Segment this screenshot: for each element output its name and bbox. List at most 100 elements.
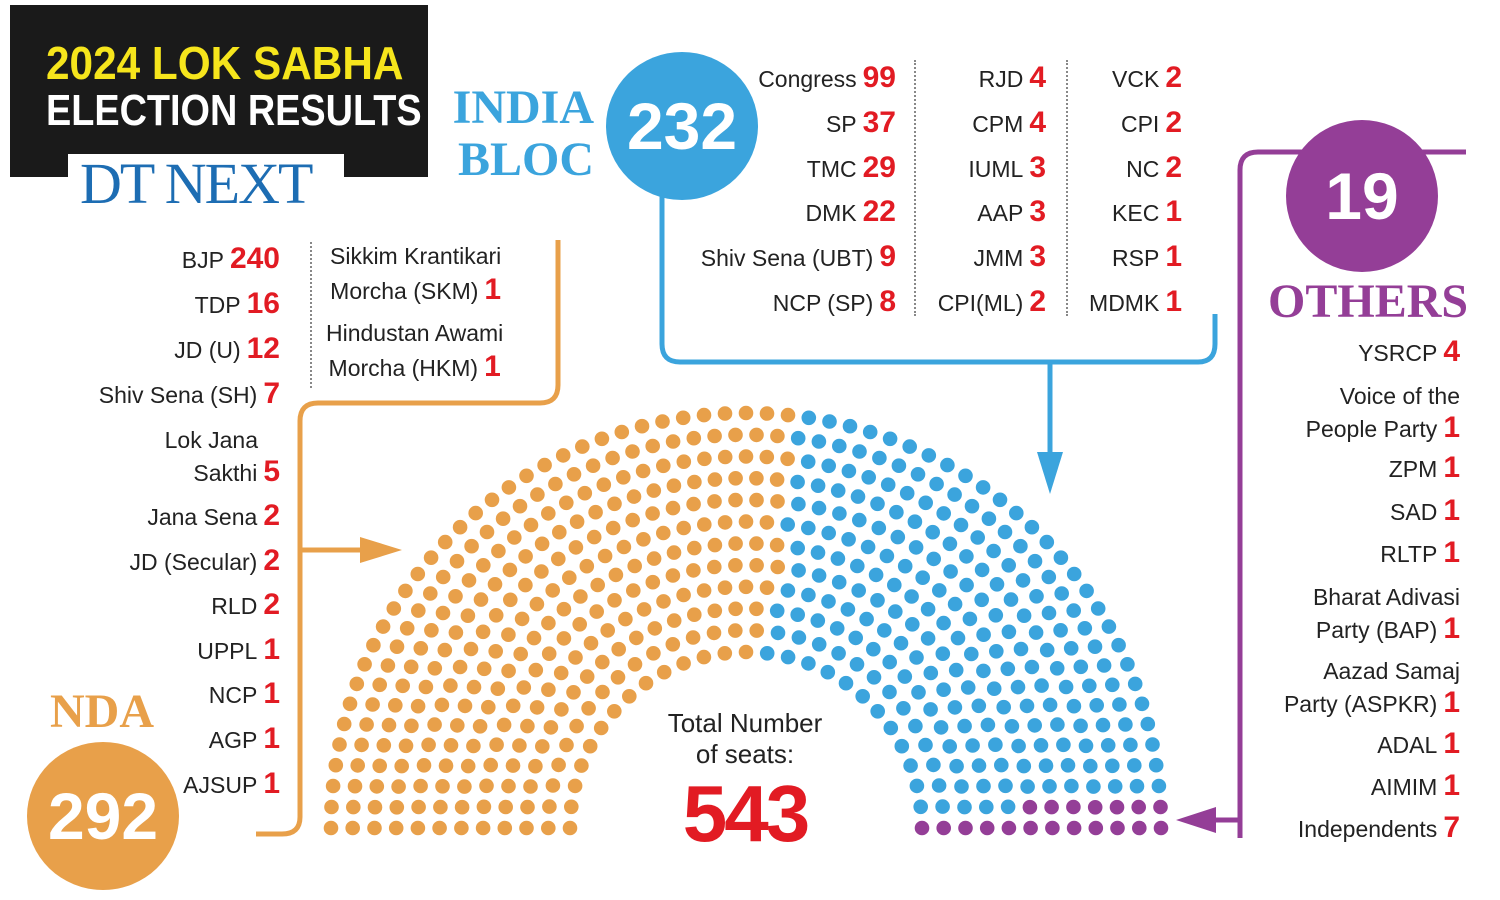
seat-dot-india-bloc: [957, 718, 972, 734]
seat-dot-nda: [410, 566, 426, 582]
seat-dot-india-bloc: [1011, 738, 1026, 754]
seat-dot-nda: [505, 698, 521, 714]
seat-dot-nda: [605, 450, 620, 466]
seat-dot-india-bloc: [1001, 624, 1017, 640]
seat-dot-india-bloc: [1042, 697, 1058, 713]
seat-dot-nda: [627, 657, 643, 672]
seat-dot-india-bloc: [918, 737, 933, 753]
seat-dot-nda: [687, 607, 702, 622]
dt-next-logo: DT NEXT: [80, 151, 313, 216]
party-row: MDMK 1: [1089, 287, 1182, 318]
seat-dot-india-bloc: [1053, 623, 1068, 638]
seat-dot-india-bloc: [801, 410, 817, 426]
seat-dot-nda: [365, 697, 380, 712]
seat-dot-nda: [625, 512, 640, 528]
seat-dot-india-bloc: [1107, 779, 1123, 794]
seat-dot-india-bloc: [918, 495, 933, 511]
seat-dot-india-bloc: [1056, 737, 1071, 753]
seat-dot-others: [958, 820, 973, 836]
nda-label: NDA: [50, 685, 154, 738]
seat-dot-others: [1088, 820, 1104, 836]
india-total-circle: 232: [606, 52, 758, 200]
seat-dot-nda: [697, 517, 712, 532]
seat-dot-nda: [545, 778, 561, 793]
seat-dot-india-bloc: [790, 474, 805, 490]
seat-dot-india-bloc: [1010, 679, 1026, 695]
party-seats: 1: [484, 273, 502, 306]
seat-dot-india-bloc: [933, 720, 949, 735]
seat-dot-nda: [367, 820, 382, 836]
seat-dot-india-bloc: [1077, 621, 1093, 636]
seat-dot-india-bloc: [940, 457, 955, 473]
seat-dot-india-bloc: [1096, 658, 1112, 673]
seat-dot-nda: [610, 670, 626, 685]
seat-dot-india-bloc: [1078, 738, 1094, 754]
seat-dot-nda: [497, 820, 513, 836]
party-name-line2: Sakthi: [193, 460, 258, 486]
party-name: AIMIM: [1370, 774, 1438, 800]
seat-dot-nda: [413, 641, 429, 656]
seat-dot-india-bloc: [965, 738, 980, 753]
seat-dot-india-bloc: [1095, 717, 1111, 733]
seat-dot-india-bloc: [986, 681, 1002, 696]
total-seats-value: 543: [682, 769, 810, 858]
seat-dot-nda: [432, 820, 447, 836]
seat-dot-nda: [535, 739, 550, 754]
seat-dot-india-bloc: [1066, 698, 1082, 714]
seat-dot-india-bloc: [908, 718, 923, 734]
seat-dot-india-bloc: [871, 520, 887, 536]
seat-dot-india-bloc: [907, 514, 923, 529]
seat-dot-nda: [460, 608, 476, 623]
seat-dot-nda: [687, 540, 702, 556]
party-row: CPI 2: [1121, 108, 1182, 139]
seat-dot-india-bloc: [888, 604, 903, 619]
seat-dot-india-bloc: [841, 532, 856, 547]
india-arrow-head: [1037, 452, 1063, 494]
party-name: MDMK: [1089, 290, 1160, 316]
seat-dot-nda: [770, 494, 785, 509]
seat-dot-nda: [520, 799, 535, 815]
seat-dot-nda: [707, 537, 723, 553]
seat-dot-nda: [635, 463, 651, 479]
party-row: Congress 99: [758, 63, 896, 94]
seat-dot-india-bloc: [848, 630, 863, 646]
seat-dot-india-bloc: [1064, 778, 1079, 794]
party-row: Sikkim Krantikari Morcha (SKM) 1: [330, 240, 501, 308]
india-separator-2: [1066, 60, 1068, 316]
seat-dot-nda: [707, 428, 722, 444]
seat-dot-nda: [567, 778, 583, 794]
seat-dot-india-bloc: [882, 431, 898, 447]
seat-dot-india-bloc: [959, 577, 974, 593]
party-row: JD (Secular) 2: [130, 546, 281, 577]
seat-dot-nda: [346, 799, 361, 815]
seat-dot-nda: [676, 587, 691, 603]
seat-dot-nda: [514, 611, 530, 627]
seat-dot-nda: [507, 530, 522, 545]
seat-dot-nda: [686, 430, 702, 446]
seat-dot-nda: [411, 603, 426, 618]
party-name-line1: Lok Jana: [164, 427, 258, 453]
seat-dot-nda: [646, 483, 662, 498]
seat-dot-india-bloc: [801, 520, 816, 536]
seat-dot-india-bloc: [1024, 519, 1040, 535]
seat-dot-nda: [520, 718, 535, 734]
seat-dot-nda: [600, 623, 615, 638]
seat-dot-nda: [749, 601, 764, 617]
seat-dot-nda: [448, 625, 464, 640]
party-name-line1: Sikkim Krantikari: [330, 243, 502, 269]
seat-dot-nda: [559, 737, 574, 753]
seat-dot-india-bloc: [1151, 778, 1167, 794]
seat-dot-india-bloc: [903, 758, 918, 773]
seat-dot-nda: [656, 664, 672, 680]
india-label-line1: INDIA: [452, 81, 594, 134]
seat-dot-nda: [476, 558, 491, 573]
seat-dot-india-bloc: [1082, 678, 1097, 694]
party-seats: 1: [1443, 494, 1460, 527]
party-seats: 1: [1165, 285, 1182, 318]
seat-dot-india-bloc: [1140, 716, 1156, 732]
party-row: Hindustan Awami Morcha (HKM) 1: [326, 317, 503, 385]
seat-dot-india-bloc: [800, 454, 816, 470]
seat-dot-nda: [357, 657, 372, 672]
party-row: CPM 4: [972, 108, 1046, 139]
seat-dot-nda: [389, 800, 405, 815]
